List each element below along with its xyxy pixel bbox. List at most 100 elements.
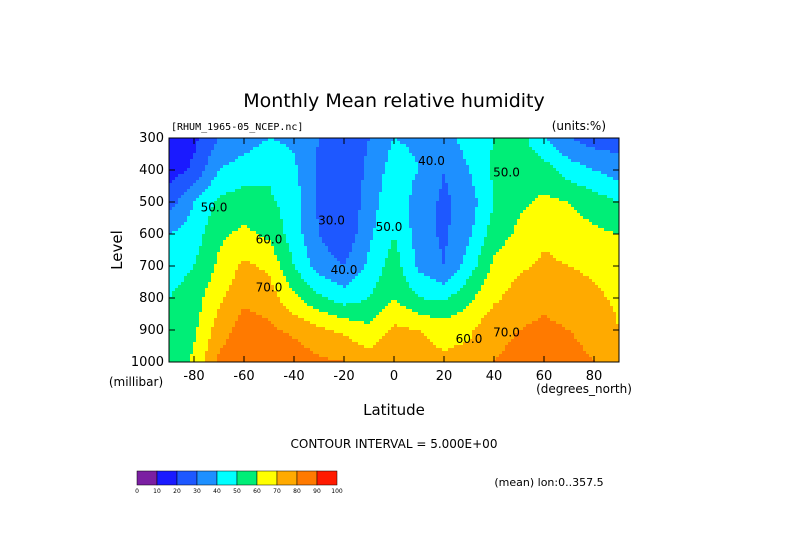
field-cell [307,189,311,193]
field-cell [214,159,218,163]
field-cell [322,201,326,205]
field-cell [583,150,587,154]
field-cell [577,177,581,181]
field-cell [319,156,323,160]
field-cell [532,198,536,202]
field-cell [214,177,218,181]
field-cell [280,159,284,163]
field-cell [193,177,197,181]
field-cell [277,153,281,157]
field-cell [391,207,395,211]
field-cell [301,195,305,199]
field-cell [451,183,455,187]
field-cell [289,204,293,208]
field-cell [187,207,191,211]
field-cell [598,192,602,196]
field-cell [499,195,503,199]
field-cell [271,144,275,148]
field-cell [553,153,557,157]
field-cell [436,159,440,163]
field-cell [613,147,617,151]
field-cell [286,195,290,199]
field-cell [358,141,362,145]
field-cell [595,144,599,148]
field-cell [487,207,491,211]
field-cell [424,150,428,154]
field-cell [415,204,419,208]
field-cell [601,147,605,151]
field-cell [256,204,260,208]
field-cell [466,165,470,169]
field-cell [574,198,578,202]
field-cell [586,156,590,160]
field-cell [214,138,218,142]
field-cell [169,150,173,154]
field-cell [205,192,209,196]
field-cell [304,147,308,151]
field-cell [217,204,221,208]
field-cell [415,201,419,205]
field-cell [577,207,581,211]
field-cell [379,186,383,190]
field-cell [385,204,389,208]
field-cell [613,141,617,145]
field-cell [541,147,545,151]
field-cell [598,174,602,178]
field-cell [199,156,203,160]
field-cell [223,201,227,205]
field-cell [328,204,332,208]
field-cell [529,195,533,199]
field-cell [496,195,500,199]
field-cell [490,144,494,148]
field-cell [553,207,557,211]
field-cell [400,171,404,175]
field-cell [307,159,311,163]
field-cell [244,147,248,151]
field-cell [487,162,491,166]
field-cell [241,192,245,196]
field-cell [352,198,356,202]
field-cell [412,162,416,166]
field-cell [403,138,407,142]
field-cell [502,198,506,202]
field-cell [205,165,209,169]
field-cell [556,144,560,148]
field-cell [511,156,515,160]
field-cell [322,183,326,187]
field-cell [541,150,545,154]
field-cell [319,186,323,190]
field-cell [238,183,242,187]
field-cell [196,177,200,181]
field-cell [283,168,287,172]
field-cell [238,189,242,193]
field-cell [271,189,275,193]
field-cell [448,189,452,193]
field-cell [565,159,569,163]
field-cell [544,162,548,166]
field-cell [433,141,437,145]
field-cell [490,147,494,151]
field-cell [565,144,569,148]
field-cell [421,150,425,154]
field-cell [313,159,317,163]
field-cell [415,186,419,190]
field-cell [280,186,284,190]
field-cell [553,195,557,199]
field-cell [268,168,272,172]
field-cell [442,165,446,169]
field-cell [334,153,338,157]
field-cell [331,198,335,202]
field-cell [268,165,272,169]
field-cell [259,192,263,196]
field-cell [547,141,551,145]
field-cell [610,174,614,178]
field-cell [403,168,407,172]
field-cell [439,189,443,193]
field-cell [574,195,578,199]
field-cell [478,147,482,151]
field-cell [337,159,341,163]
field-cell [250,156,254,160]
field-cell [205,198,209,202]
field-cell [469,189,473,193]
field-cell [280,138,284,142]
